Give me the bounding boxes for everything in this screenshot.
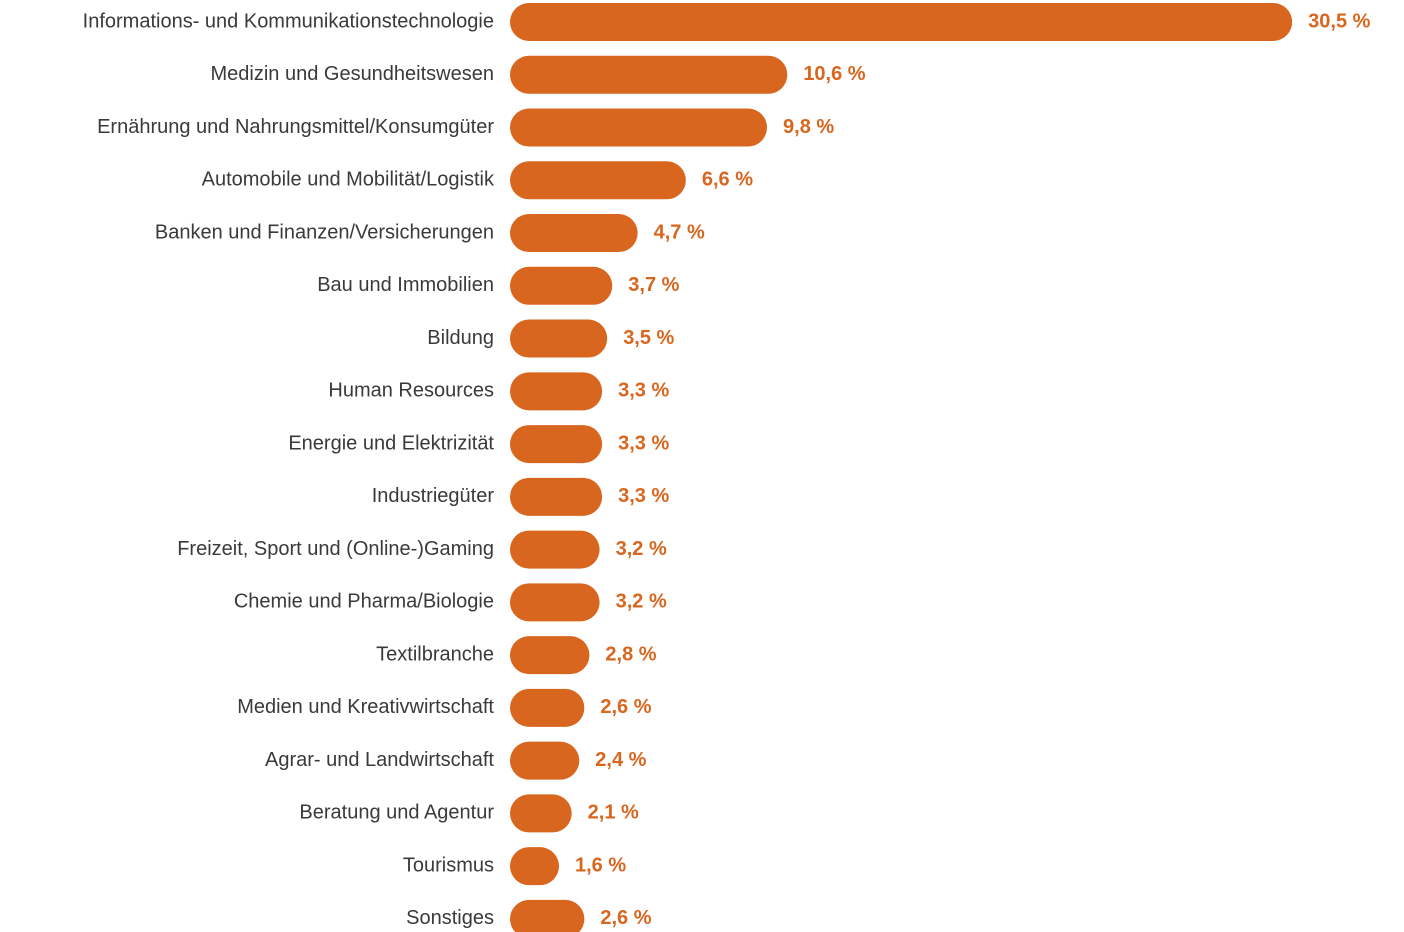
bar <box>510 425 603 464</box>
value-label: 3,3 % <box>618 380 669 402</box>
category-label: Banken und Finanzen/Versicherungen <box>155 221 494 243</box>
value-label: 30,5 % <box>1308 10 1370 32</box>
value-label: 2,6 % <box>600 696 651 718</box>
category-label: Bau und Immobilien <box>317 274 494 296</box>
value-label: 6,6 % <box>702 169 753 191</box>
value-label: 1,6 % <box>575 854 626 876</box>
bar <box>510 794 572 833</box>
category-label: Freizeit, Sport und (Online-)Gaming <box>177 538 494 560</box>
bar <box>510 741 580 780</box>
bar <box>510 266 613 305</box>
category-label: Medizin und Gesundheitswesen <box>210 63 494 85</box>
value-label: 2,1 % <box>588 802 639 824</box>
bar <box>510 530 600 569</box>
category-label: Ernährung und Nahrungsmittel/Konsumgüter <box>97 116 494 138</box>
bar <box>510 372 603 411</box>
value-label: 3,3 % <box>618 485 669 507</box>
value-label: 9,8 % <box>783 116 834 138</box>
value-label: 3,2 % <box>616 591 667 613</box>
bar <box>510 55 788 94</box>
category-label: Human Resources <box>328 380 494 402</box>
bar <box>510 899 585 932</box>
bar <box>510 477 603 516</box>
bar <box>510 636 590 675</box>
bar <box>510 319 608 358</box>
value-label: 10,6 % <box>803 63 865 85</box>
bar <box>510 688 585 727</box>
category-label: Informations- und Kommunikationstechnolo… <box>83 10 494 32</box>
value-label: 3,7 % <box>628 274 679 296</box>
value-label: 2,4 % <box>595 749 646 771</box>
bar <box>510 108 768 147</box>
category-label: Automobile und Mobilität/Logistik <box>202 169 495 191</box>
value-label: 2,8 % <box>605 643 656 665</box>
category-label: Medien und Kreativwirtschaft <box>237 696 494 718</box>
bar <box>510 847 559 886</box>
bar <box>510 583 600 622</box>
category-label: Bildung <box>427 327 494 349</box>
value-label: 3,5 % <box>623 327 674 349</box>
category-label: Agrar- und Landwirtschaft <box>265 749 494 771</box>
category-label: Textilbranche <box>376 643 494 665</box>
category-label: Beratung und Agentur <box>299 802 494 824</box>
bar <box>510 161 686 200</box>
bar <box>510 214 638 253</box>
category-label: Sonstiges <box>406 907 494 929</box>
category-label: Energie und Elektrizität <box>288 432 494 454</box>
bar <box>510 3 1293 41</box>
value-label: 4,7 % <box>654 221 705 243</box>
category-label: Chemie und Pharma/Biologie <box>234 591 494 613</box>
value-label: 3,2 % <box>616 538 667 560</box>
category-label: Industriegüter <box>372 485 495 507</box>
value-label: 3,3 % <box>618 432 669 454</box>
value-label: 2,6 % <box>600 907 651 929</box>
category-label: Tourismus <box>403 854 494 876</box>
